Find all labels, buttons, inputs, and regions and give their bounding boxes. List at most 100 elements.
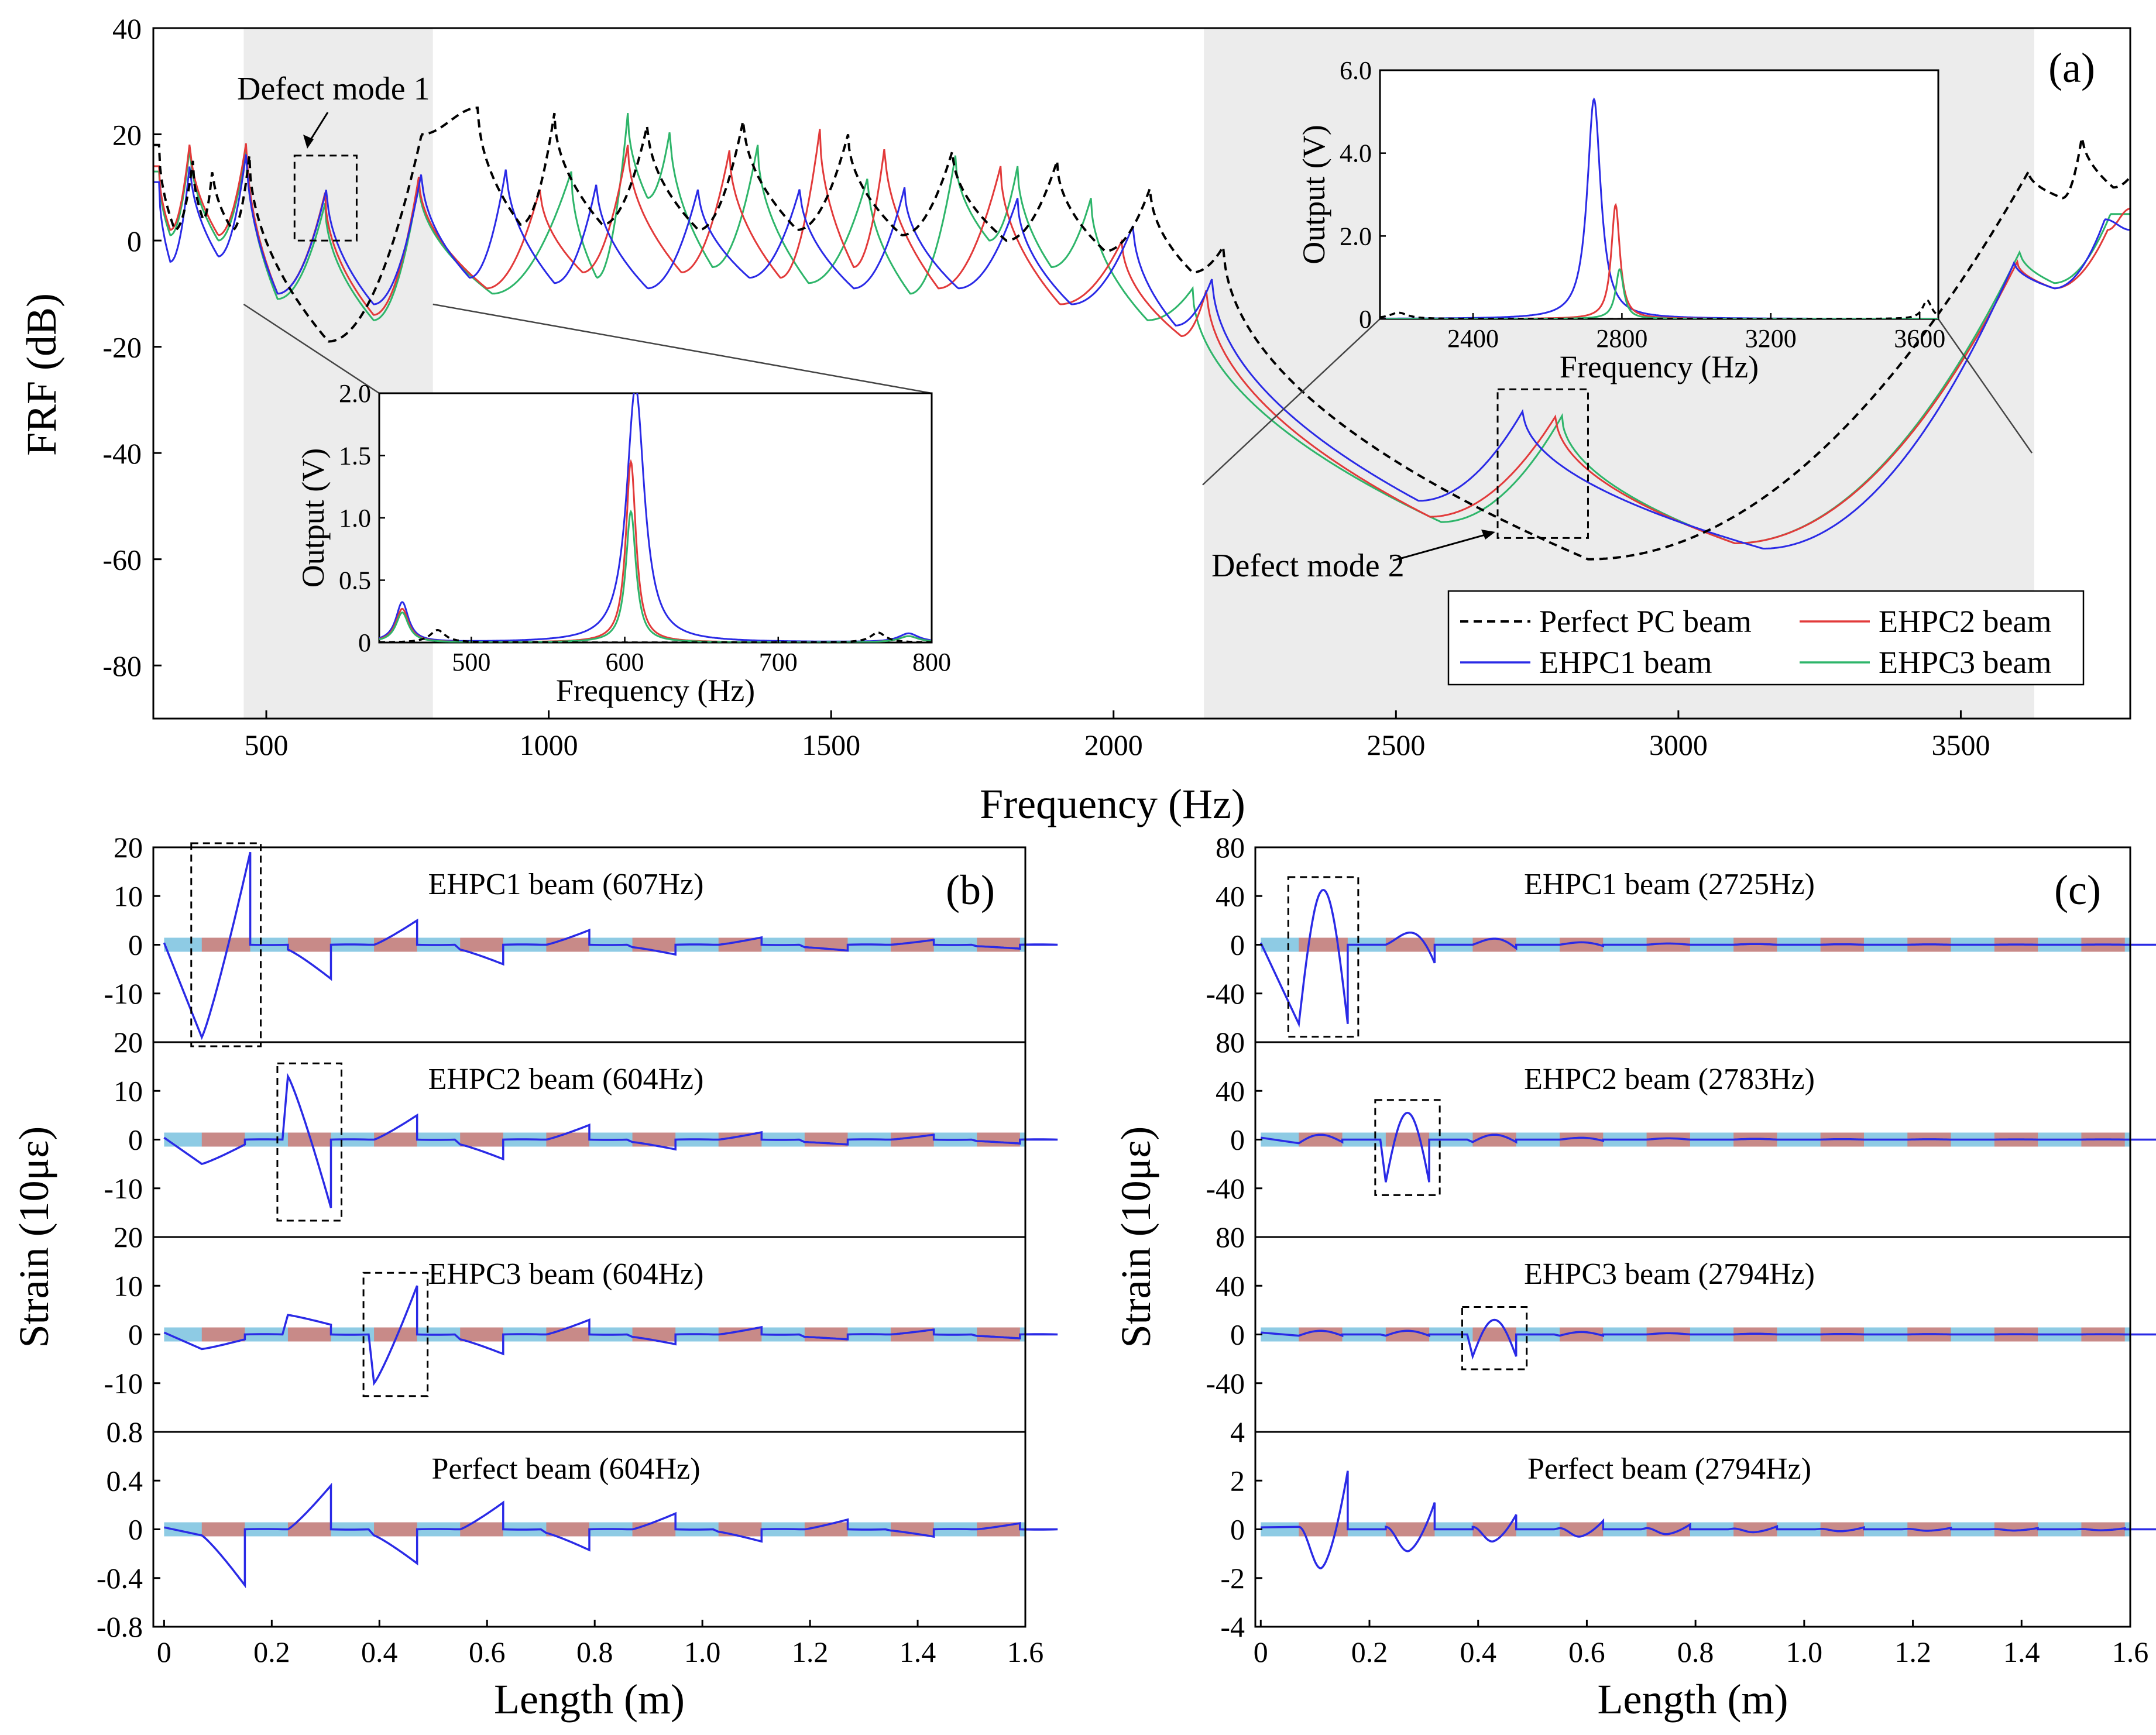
y-tick-label: 2 xyxy=(1230,1464,1245,1497)
piezo-segment xyxy=(201,1132,245,1147)
panelB-subplot-3: EHPC3 beam (604Hz) 20 10 0 -10 xyxy=(104,1221,1058,1433)
panelC-subplot-4: Perfect beam (2794Hz) 4 2 0 -2 -4 xyxy=(1220,1416,2156,1643)
defect-highlight-box xyxy=(190,842,262,1047)
y-tick-label-a: -60 xyxy=(102,544,142,576)
piezo-segment xyxy=(546,937,589,952)
piezo-segment xyxy=(1299,1327,1343,1342)
inset-1-y-tick-label: 2.0 xyxy=(339,379,371,408)
inset-2-x-tick-label: 3200 xyxy=(1745,324,1797,353)
panelB-x-tick-label: 0 xyxy=(157,1636,171,1668)
y-tick-label: 0 xyxy=(1230,1318,1245,1351)
plot-frame-a xyxy=(152,27,2131,720)
piezo-segment xyxy=(977,1132,1020,1147)
y-tick-label: -40 xyxy=(1206,1172,1245,1205)
inset-1-y-tick-label: 0 xyxy=(358,628,371,657)
legend-entry-ehpc3: EHPC3 beam xyxy=(1879,645,2051,680)
y-tick-label: 20 xyxy=(114,1221,143,1253)
frf-line-ehpc2 xyxy=(153,129,2130,544)
piezo-segment xyxy=(374,937,417,952)
panelB-x-tick-label: 1.6 xyxy=(1007,1636,1044,1668)
subplot-title: EHPC3 beam (604Hz) xyxy=(428,1258,704,1291)
panelB-y-axis-label: Strain (10με) xyxy=(11,1126,57,1348)
panelB-x-axis-label: Length (m) xyxy=(494,1676,685,1723)
y-tick-label-a: -80 xyxy=(102,650,142,682)
subplot-title: EHPC1 beam (2725Hz) xyxy=(1524,868,1815,901)
piezo-segment xyxy=(632,1522,676,1537)
strain-line xyxy=(1261,1471,2156,1569)
piezo-segment xyxy=(287,1327,331,1342)
inset-2-x-label: Frequency (Hz) xyxy=(1560,349,1759,384)
piezo-segment xyxy=(546,1132,589,1147)
inset-1-y-tick-label: 1.0 xyxy=(339,504,371,532)
piezo-segment xyxy=(718,1522,762,1537)
legend-entry-ehpc1: EHPC1 beam xyxy=(1539,645,1712,680)
y-tick-label: 40 xyxy=(1216,879,1245,912)
piezo-segment xyxy=(1385,1327,1430,1342)
piezo-segment xyxy=(977,937,1020,952)
x-tick-label-a: 500 xyxy=(245,729,289,761)
y-tick-label: 80 xyxy=(1216,1221,1245,1253)
piezo-segment xyxy=(1385,1132,1430,1147)
defect-highlight-box xyxy=(276,1062,343,1222)
panelC-x-tick-label: 1.4 xyxy=(2003,1636,2040,1668)
defect-mode-1-label: Defect mode 1 xyxy=(237,71,430,107)
panelC-x-axis-label: Length (m) xyxy=(1598,1676,1788,1723)
y-tick-label: 80 xyxy=(1216,1026,1245,1059)
defect-mode-2-label: Defect mode 2 xyxy=(1211,548,1405,584)
x-tick-label-a: 1000 xyxy=(520,729,578,761)
subplot-title: EHPC3 beam (2794Hz) xyxy=(1524,1258,1815,1291)
y-tick-label: 0 xyxy=(128,929,143,961)
panelB-subplot-2: EHPC2 beam (604Hz) 20 10 0 -10 xyxy=(104,1026,1058,1238)
defect-highlight-box xyxy=(1374,1099,1441,1196)
inset-1-y-tick-label: 1.5 xyxy=(339,442,371,470)
defect-mode-2-arrowhead xyxy=(1481,530,1495,540)
piezo-segment xyxy=(201,1327,245,1342)
y-tick-label: 20 xyxy=(114,1026,143,1059)
inset-2-y-label: Output (V) xyxy=(1296,125,1331,264)
strain-line xyxy=(1261,1111,2156,1183)
piezo-segment xyxy=(977,1327,1020,1342)
y-tick-label: 0.4 xyxy=(107,1464,143,1497)
piezo-segment xyxy=(460,1327,503,1342)
x-axis-label-a: Frequency (Hz) xyxy=(980,781,1245,827)
piezo-segment xyxy=(374,1132,417,1147)
y-tick-label: -10 xyxy=(104,1172,143,1205)
y-tick-label: 0 xyxy=(128,1318,143,1351)
y-tick-label: -40 xyxy=(1206,1367,1245,1400)
y-tick-label: 40 xyxy=(1216,1074,1245,1107)
strain-line xyxy=(1261,1318,2156,1360)
y-tick-label: 0 xyxy=(1230,1124,1245,1156)
piezo-segment xyxy=(460,1132,503,1147)
y-tick-label: -40 xyxy=(1206,977,1245,1010)
zoom-line-1a xyxy=(243,303,380,394)
panelC-subplot-1: EHPC1 beam (2725Hz) 80 40 0 -40 xyxy=(1206,831,2156,1043)
inset-2-y-tick-label: 2.0 xyxy=(1340,222,1372,250)
inset-1-y-label: Output (V) xyxy=(296,448,331,588)
piezo-segment xyxy=(287,937,331,952)
inset-1-x-tick-label: 800 xyxy=(912,648,951,676)
y-tick-label: -0.8 xyxy=(97,1610,143,1643)
panelC-x-tick-label: 0.4 xyxy=(1460,1636,1496,1668)
piezo-segment xyxy=(546,1522,589,1537)
panelB-x-tick-label: 0.8 xyxy=(576,1636,613,1668)
panelC-x-tick-label: 1.6 xyxy=(2112,1636,2149,1668)
zoom-line-2a xyxy=(1202,318,1381,486)
legend-entry-perfect: Perfect PC beam xyxy=(1539,604,1752,639)
y-tick-label: 0 xyxy=(1230,1513,1245,1546)
subplot-title: Perfect beam (604Hz) xyxy=(431,1452,700,1486)
piezo-segment xyxy=(201,937,250,952)
zoom-line-1b xyxy=(432,303,932,394)
panelB-x-tick-label: 0.2 xyxy=(253,1636,290,1668)
y-tick-label-a: 40 xyxy=(112,12,142,45)
y-tick-label-a: -20 xyxy=(102,331,142,364)
inset-2-frame xyxy=(1379,69,1939,320)
strain-line xyxy=(1259,888,2156,1028)
x-tick-label-a: 2500 xyxy=(1367,729,1425,761)
strain-line xyxy=(163,1073,1058,1208)
x-tick-label-a: 3500 xyxy=(1931,729,1990,761)
y-tick-label: 20 xyxy=(114,831,143,864)
inset-2-x-tick-label: 3600 xyxy=(1894,324,1945,353)
y-axis-label-a: FRF (dB) xyxy=(18,293,65,456)
y-tick-label: -10 xyxy=(104,977,143,1010)
